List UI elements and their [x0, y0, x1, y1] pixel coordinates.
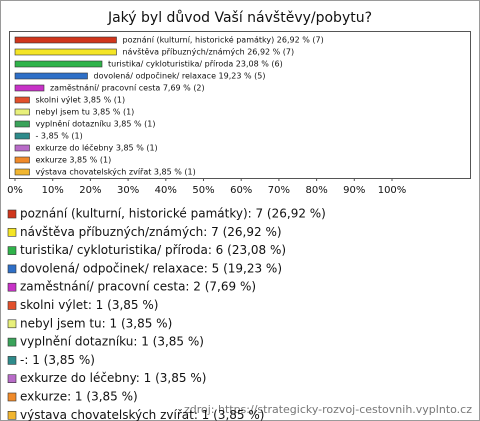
legend-swatch — [7, 374, 17, 384]
value-label: turistika/ cykloturistika/ příroda 23,08… — [108, 60, 283, 69]
bar — [14, 84, 45, 92]
value-label: nebyl jsem tu 3,85 % (1) — [36, 108, 135, 117]
bar — [14, 168, 30, 176]
x-tick-label: 20% — [79, 185, 101, 196]
x-tick-label: 70% — [268, 185, 290, 196]
bar — [14, 60, 103, 68]
legend-swatch — [7, 301, 17, 310]
x-tick-label: 100% — [378, 185, 407, 196]
chart-title: Jaký byl důvod Vaší návštěvy/pobytu? — [107, 10, 372, 26]
legend-swatch — [7, 264, 17, 274]
x-tick-label: 80% — [305, 185, 327, 196]
x-tick-label: 40% — [155, 185, 177, 196]
x-tick-label: 90% — [343, 185, 365, 196]
value-label: skolni výlet 3,85 % (1) — [36, 96, 126, 105]
legend-label: zaměstnání/ pracovní cesta: 2 (7,69 %) — [20, 280, 256, 294]
legend-label: skolni výlet: 1 (3,85 %) — [20, 298, 158, 312]
legend-label: nebyl jsem tu: 1 (3,85 %) — [20, 316, 172, 330]
legend-label: návštěva příbuzných/známých: 7 (26,92 %) — [20, 225, 282, 239]
legend-swatch — [7, 319, 17, 329]
legend-swatch — [7, 410, 17, 420]
value-label: exkurze 3,85 % (1) — [36, 156, 112, 165]
bar — [14, 144, 30, 152]
bar — [14, 120, 30, 128]
legend-label: exkurze: 1 (3,85 %) — [20, 390, 138, 404]
legend-swatch — [7, 356, 17, 365]
x-tick-label: 0% — [7, 185, 23, 196]
legend-label: vyplnění dotazníku: 1 (3,85 %) — [20, 335, 204, 349]
legend-label: exkurze do léčebny: 1 (3,85 %) — [20, 371, 206, 385]
bar — [14, 156, 30, 164]
bar — [14, 48, 117, 56]
bar — [14, 36, 117, 44]
value-label: vyplnění dotazníku 3,85 % (1) — [36, 120, 156, 129]
bar — [14, 132, 30, 140]
legend-swatch — [7, 282, 17, 292]
legend-swatch — [7, 246, 17, 255]
legend-swatch — [7, 209, 17, 219]
value-label: návštěva příbuzných/známých 26,92 % (7) — [122, 47, 294, 57]
legend-swatch — [7, 392, 17, 402]
legend-swatch — [7, 337, 17, 347]
x-tick-label: 30% — [117, 185, 139, 196]
value-label: poznání (kulturní, historické památky) 2… — [122, 35, 323, 45]
bar — [14, 96, 30, 104]
plot-area — [9, 31, 471, 179]
bar — [14, 108, 30, 116]
legend-label: turistika/ cykloturistika/ příroda: 6 (2… — [20, 243, 286, 257]
legend-label: -: 1 (3,85 %) — [20, 353, 95, 367]
x-tick-label: 60% — [230, 185, 252, 196]
value-label: - 3,85 % (1) — [36, 132, 83, 141]
value-label: výstava chovatelských zvířat 3,85 % (1) — [36, 168, 196, 177]
legend-label: výstava chovatelských zvířat: 1 (3,85 %) — [20, 408, 264, 421]
value-label: dovolená/ odpočinek/ relaxace 19,23 % (5… — [93, 71, 265, 81]
source: zdroj: https://strategicky-rozvoj-cestov… — [184, 403, 472, 416]
legend-label: poznání (kulturní, historické památky): … — [20, 207, 326, 221]
bar — [14, 72, 88, 80]
x-tick-label: 50% — [192, 185, 214, 196]
value-label: exkurze do léčebny 3,85 % (1) — [36, 143, 158, 153]
x-tick-label: 10% — [42, 185, 64, 196]
value-label: zaměstnání/ pracovní cesta 7,69 % (2) — [50, 84, 205, 93]
legend-label: dovolená/ odpočinek/ relaxace: 5 (19,23 … — [20, 261, 282, 275]
legend-swatch — [7, 228, 17, 237]
